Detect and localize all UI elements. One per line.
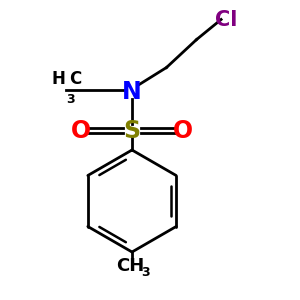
Text: N: N — [122, 80, 142, 103]
Text: H: H — [52, 70, 65, 88]
Text: CH: CH — [116, 257, 145, 275]
Text: O: O — [173, 118, 193, 142]
Text: S: S — [123, 118, 141, 142]
Text: 3: 3 — [141, 266, 150, 279]
Text: O: O — [71, 118, 91, 142]
Text: C: C — [69, 70, 81, 88]
Text: Cl: Cl — [215, 10, 238, 29]
Text: 3: 3 — [67, 93, 75, 106]
